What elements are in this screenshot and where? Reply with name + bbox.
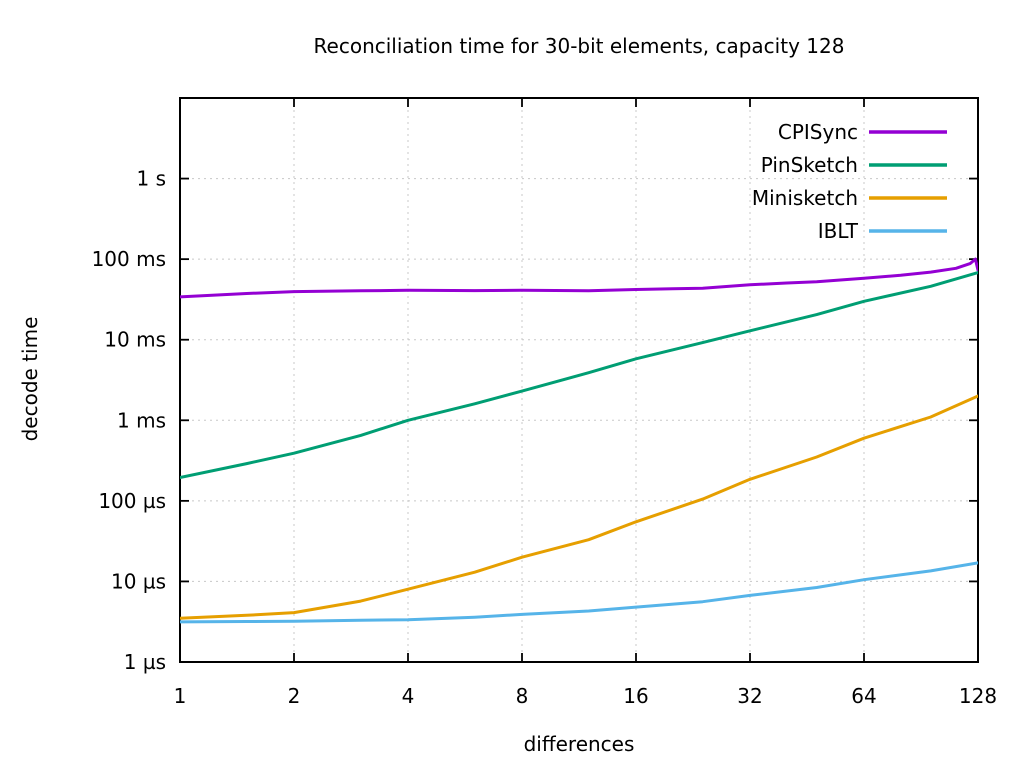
x-axis-label: differences <box>523 732 635 756</box>
plot-border <box>179 97 979 663</box>
x-tick-label: 2 <box>288 684 301 708</box>
x-tick-label: 8 <box>516 684 529 708</box>
x-tick-label: 128 <box>959 684 997 708</box>
legend-label-pinsketch: PinSketch <box>761 153 858 177</box>
x-tick-label: 16 <box>623 684 648 708</box>
tick-labels: 1 2 4 8 16 32 64 128 1 µs 10 µs 100 µs 1 ms 10 ms 100… <box>92 167 998 708</box>
grid-lines <box>179 98 979 663</box>
legend: CPISync PinSketch Minisketch IBLT <box>752 120 947 243</box>
legend-label-minisketch: Minisketch <box>752 186 858 210</box>
x-tick-label: 4 <box>402 684 415 708</box>
series-line-minisketch <box>180 394 978 620</box>
y-tick-label: 10 µs <box>111 569 166 593</box>
y-axis-label: decode time <box>18 316 42 442</box>
y-tick-label: 10 ms <box>104 328 166 352</box>
series-line-iblt <box>180 561 978 624</box>
series-curves <box>180 257 978 624</box>
y-tick-label: 1 ms <box>117 408 166 432</box>
legend-label-iblt: IBLT <box>818 219 859 243</box>
y-tick-label: 1 s <box>136 167 166 191</box>
x-tick-label: 64 <box>851 684 876 708</box>
series-line-pinsketch <box>180 271 978 479</box>
x-tick-label: 32 <box>737 684 762 708</box>
y-tick-label: 1 µs <box>124 650 166 674</box>
y-tick-label: 100 µs <box>98 489 166 513</box>
chart-title: Reconciliation time for 30-bit elements,… <box>313 34 845 58</box>
axis-ticks <box>179 98 979 663</box>
x-tick-label: 1 <box>174 684 187 708</box>
legend-label-cpisync: CPISync <box>778 120 858 144</box>
y-tick-label: 100 ms <box>92 247 166 271</box>
series-line-cpisync <box>180 257 978 299</box>
